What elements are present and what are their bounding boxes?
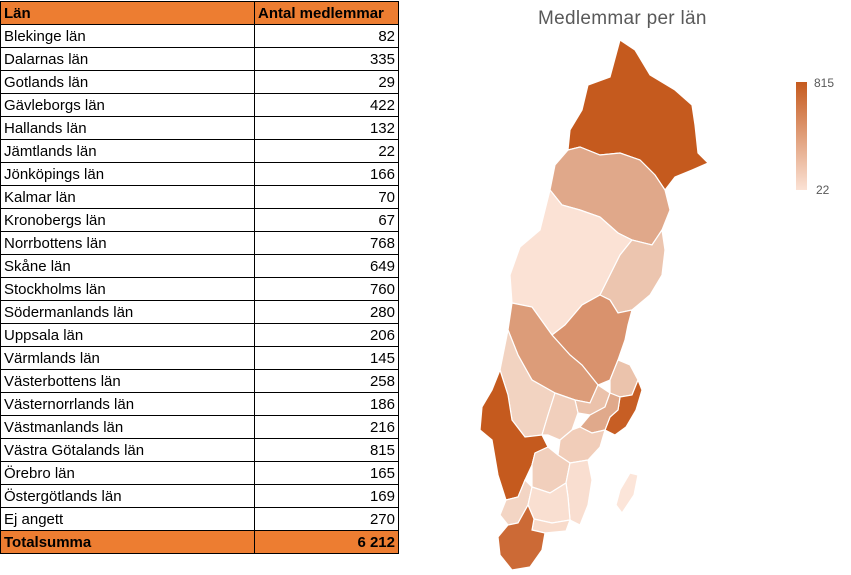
- table-row: Stockholms län 760: [0, 277, 399, 301]
- cell-lan-name[interactable]: Stockholms län: [0, 277, 255, 301]
- cell-lan-name[interactable]: Södermanlands län: [0, 300, 255, 324]
- cell-member-count[interactable]: 29: [254, 70, 399, 94]
- table-row: Gävleborgs län 422: [0, 93, 399, 117]
- legend-color-scale: [796, 82, 807, 190]
- table-row: Västerbottens län 258: [0, 369, 399, 393]
- cell-lan-name[interactable]: Uppsala län: [0, 323, 255, 347]
- total-value[interactable]: 6 212: [254, 530, 399, 554]
- column-header-members[interactable]: Antal medlemmar: [254, 1, 399, 25]
- cell-lan-name[interactable]: Kalmar län: [0, 185, 255, 209]
- cell-member-count[interactable]: 760: [254, 277, 399, 301]
- table-row: Skåne län 649: [0, 254, 399, 278]
- cell-lan-name[interactable]: Västra Götalands län: [0, 438, 255, 462]
- region-gotland[interactable]: [615, 472, 639, 515]
- cell-member-count[interactable]: 206: [254, 323, 399, 347]
- table-row: Uppsala län 206: [0, 323, 399, 347]
- table-row: Norrbottens län 768: [0, 231, 399, 255]
- cell-lan-name[interactable]: Jönköpings län: [0, 162, 255, 186]
- cell-member-count[interactable]: 186: [254, 392, 399, 416]
- cell-member-count[interactable]: 132: [254, 116, 399, 140]
- cell-member-count[interactable]: 216: [254, 415, 399, 439]
- table-row: Blekinge län 82: [0, 24, 399, 48]
- table-row: Ej angett 270: [0, 507, 399, 531]
- table-row: Örebro län 165: [0, 461, 399, 485]
- table-row: Hallands län 132: [0, 116, 399, 140]
- cell-lan-name[interactable]: Hallands län: [0, 116, 255, 140]
- cell-member-count[interactable]: 169: [254, 484, 399, 508]
- cell-member-count[interactable]: 70: [254, 185, 399, 209]
- cell-member-count[interactable]: 67: [254, 208, 399, 232]
- cell-member-count[interactable]: 270: [254, 507, 399, 531]
- table-row: Västra Götalands län 815: [0, 438, 399, 462]
- cell-member-count[interactable]: 280: [254, 300, 399, 324]
- cell-member-count[interactable]: 649: [254, 254, 399, 278]
- region-skane[interactable]: [497, 503, 546, 571]
- cell-lan-name[interactable]: Västernorrlands län: [0, 392, 255, 416]
- table-row: Västernorrlands län 186: [0, 392, 399, 416]
- table-row: Gotlands län 29: [0, 70, 399, 94]
- cell-lan-name[interactable]: Värmlands län: [0, 346, 255, 370]
- table-row: Östergötlands län 169: [0, 484, 399, 508]
- cell-lan-name[interactable]: Kronobergs län: [0, 208, 255, 232]
- cell-lan-name[interactable]: Gävleborgs län: [0, 93, 255, 117]
- cell-member-count[interactable]: 768: [254, 231, 399, 255]
- cell-lan-name[interactable]: Ej angett: [0, 507, 255, 531]
- cell-member-count[interactable]: 165: [254, 461, 399, 485]
- table-row: Jämtlands län 22: [0, 139, 399, 163]
- legend-max-label: 815: [814, 76, 835, 90]
- cell-member-count[interactable]: 166: [254, 162, 399, 186]
- table-header-row: Län Antal medlemmar: [0, 1, 399, 25]
- table-row: Dalarnas län 335: [0, 47, 399, 71]
- table-row: Värmlands län 145: [0, 346, 399, 370]
- sweden-map[interactable]: [470, 35, 720, 575]
- cell-member-count[interactable]: 335: [254, 47, 399, 71]
- cell-member-count[interactable]: 22: [254, 139, 399, 163]
- cell-lan-name[interactable]: Dalarnas län: [0, 47, 255, 71]
- cell-lan-name[interactable]: Örebro län: [0, 461, 255, 485]
- cell-lan-name[interactable]: Norrbottens län: [0, 231, 255, 255]
- cell-lan-name[interactable]: Skåne län: [0, 254, 255, 278]
- total-label[interactable]: Totalsumma: [0, 530, 255, 554]
- map-title: Medlemmar per län: [538, 8, 707, 29]
- cell-member-count[interactable]: 258: [254, 369, 399, 393]
- table-row: Södermanlands län 280: [0, 300, 399, 324]
- cell-lan-name[interactable]: Västmanlands län: [0, 415, 255, 439]
- cell-lan-name[interactable]: Jämtlands län: [0, 139, 255, 163]
- cell-lan-name[interactable]: Blekinge län: [0, 24, 255, 48]
- table-row: Kronobergs län 67: [0, 208, 399, 232]
- table-row: Jönköpings län 166: [0, 162, 399, 186]
- column-header-lan[interactable]: Län: [0, 1, 255, 25]
- cell-lan-name[interactable]: Västerbottens län: [0, 369, 255, 393]
- cell-member-count[interactable]: 422: [254, 93, 399, 117]
- cell-member-count[interactable]: 145: [254, 346, 399, 370]
- table-row: Kalmar län 70: [0, 185, 399, 209]
- members-table: Län Antal medlemmar Blekinge län 82 Dalarn…: [0, 1, 399, 554]
- table-row: Västmanlands län 216: [0, 415, 399, 439]
- legend-min-label: 22: [816, 183, 830, 197]
- cell-lan-name[interactable]: Gotlands län: [0, 70, 255, 94]
- total-row: Totalsumma 6 212: [0, 530, 399, 554]
- cell-member-count[interactable]: 82: [254, 24, 399, 48]
- cell-member-count[interactable]: 815: [254, 438, 399, 462]
- cell-lan-name[interactable]: Östergötlands län: [0, 484, 255, 508]
